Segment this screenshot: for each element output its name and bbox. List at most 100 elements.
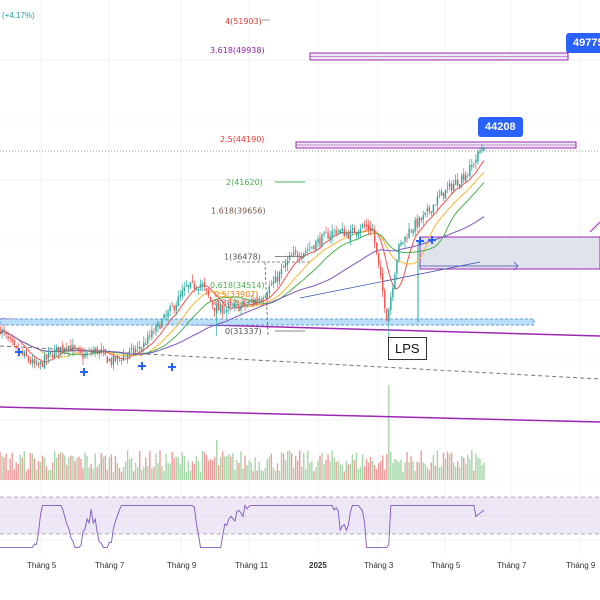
candle-body xyxy=(276,277,279,282)
candle-body xyxy=(292,252,295,256)
volume-bar xyxy=(406,451,408,480)
volume-bar xyxy=(143,466,145,480)
x-tick-label: Tháng 5 xyxy=(431,561,461,570)
volume-bar xyxy=(483,462,485,480)
candle-body xyxy=(452,184,455,191)
target-price-tag[interactable]: 49775 xyxy=(566,33,600,53)
candle-body xyxy=(76,348,78,350)
volume-bar xyxy=(84,452,86,480)
candle-body xyxy=(288,255,291,260)
signal-marker xyxy=(171,363,173,371)
volume-bar xyxy=(469,459,471,480)
candle-body xyxy=(240,305,242,311)
candle-body xyxy=(250,301,252,302)
volume-bar xyxy=(5,453,7,480)
volume-bar xyxy=(333,457,335,480)
volume-bar xyxy=(66,464,68,480)
candle-body xyxy=(418,217,420,227)
candle-body xyxy=(375,242,378,254)
candle-body xyxy=(481,149,483,151)
candle-body xyxy=(406,238,408,239)
candle-body xyxy=(45,355,48,360)
volume-bar xyxy=(280,452,283,480)
volume-bar xyxy=(213,456,216,480)
candle-body xyxy=(432,204,435,214)
volume-bar xyxy=(76,457,78,480)
volume-bar xyxy=(98,464,100,480)
candle-body xyxy=(471,164,473,168)
volume-bar xyxy=(238,463,240,480)
candle-body xyxy=(27,357,30,361)
volume-bar xyxy=(394,458,396,480)
volume-bar xyxy=(467,454,469,480)
volume-bar xyxy=(139,450,141,480)
volume-bar xyxy=(15,462,17,480)
candle-body xyxy=(165,315,167,317)
volume-bar xyxy=(35,469,38,480)
candle-body xyxy=(11,338,13,343)
candle-body xyxy=(408,229,410,239)
current-price-tag[interactable]: 44208 xyxy=(478,117,523,137)
volume-bar xyxy=(380,461,382,480)
volume-bar xyxy=(80,459,82,480)
volume-bar xyxy=(256,470,258,480)
candle-body xyxy=(339,229,341,234)
candle-body xyxy=(319,237,321,246)
volume-bar xyxy=(193,464,196,480)
candle-body xyxy=(475,159,477,163)
volume-bar xyxy=(7,470,9,480)
candle-body xyxy=(301,256,303,259)
volume-bar xyxy=(122,467,125,480)
candle-body xyxy=(226,309,228,313)
volume-bar xyxy=(21,457,23,480)
volume-bar xyxy=(149,451,151,480)
volume-bar xyxy=(396,460,398,480)
candle-body xyxy=(242,302,244,305)
lps-label[interactable]: LPS xyxy=(388,337,427,360)
volume-bar xyxy=(137,467,139,480)
candle-body xyxy=(473,164,475,166)
candle-body xyxy=(41,361,44,367)
candle-body xyxy=(402,242,404,244)
volume-bar xyxy=(100,452,102,480)
candle-body xyxy=(185,285,188,287)
volume-bar xyxy=(165,453,167,480)
candle-body xyxy=(404,236,406,242)
candle-body xyxy=(305,250,307,253)
x-tick-label: 2025 xyxy=(309,561,327,570)
candle-body xyxy=(440,190,443,196)
volume-bar xyxy=(402,471,404,480)
candle-body xyxy=(238,305,240,312)
volume-bar xyxy=(450,452,453,480)
volume-bar xyxy=(428,469,431,480)
volume-bar xyxy=(197,461,200,480)
volume-bar xyxy=(367,462,370,480)
candle-body xyxy=(426,208,428,212)
candle-body xyxy=(60,346,62,352)
volume-bar xyxy=(207,460,210,480)
candle-body xyxy=(438,194,441,196)
candle-body xyxy=(430,211,433,213)
volume-bar xyxy=(347,464,350,480)
volume-bar xyxy=(3,457,5,480)
volume-bar xyxy=(211,460,214,480)
volume-bar xyxy=(384,469,386,480)
candle-body xyxy=(58,346,60,354)
volume-bar xyxy=(448,453,451,480)
volume-bar xyxy=(82,468,84,480)
candle-body xyxy=(203,282,206,288)
volume-bar xyxy=(27,469,30,480)
candle-body xyxy=(118,357,121,359)
candle-body xyxy=(116,356,119,360)
volume-bar xyxy=(161,466,163,480)
candle-body xyxy=(120,359,123,361)
candle-body xyxy=(307,249,309,251)
volume-bar xyxy=(195,456,198,480)
volume-bar xyxy=(260,469,262,480)
volume-bar xyxy=(266,459,269,480)
fib-label: 1.618(39656) xyxy=(211,206,266,215)
candle-body xyxy=(315,241,317,251)
volume-bar xyxy=(440,466,443,480)
candle-body xyxy=(161,319,163,328)
